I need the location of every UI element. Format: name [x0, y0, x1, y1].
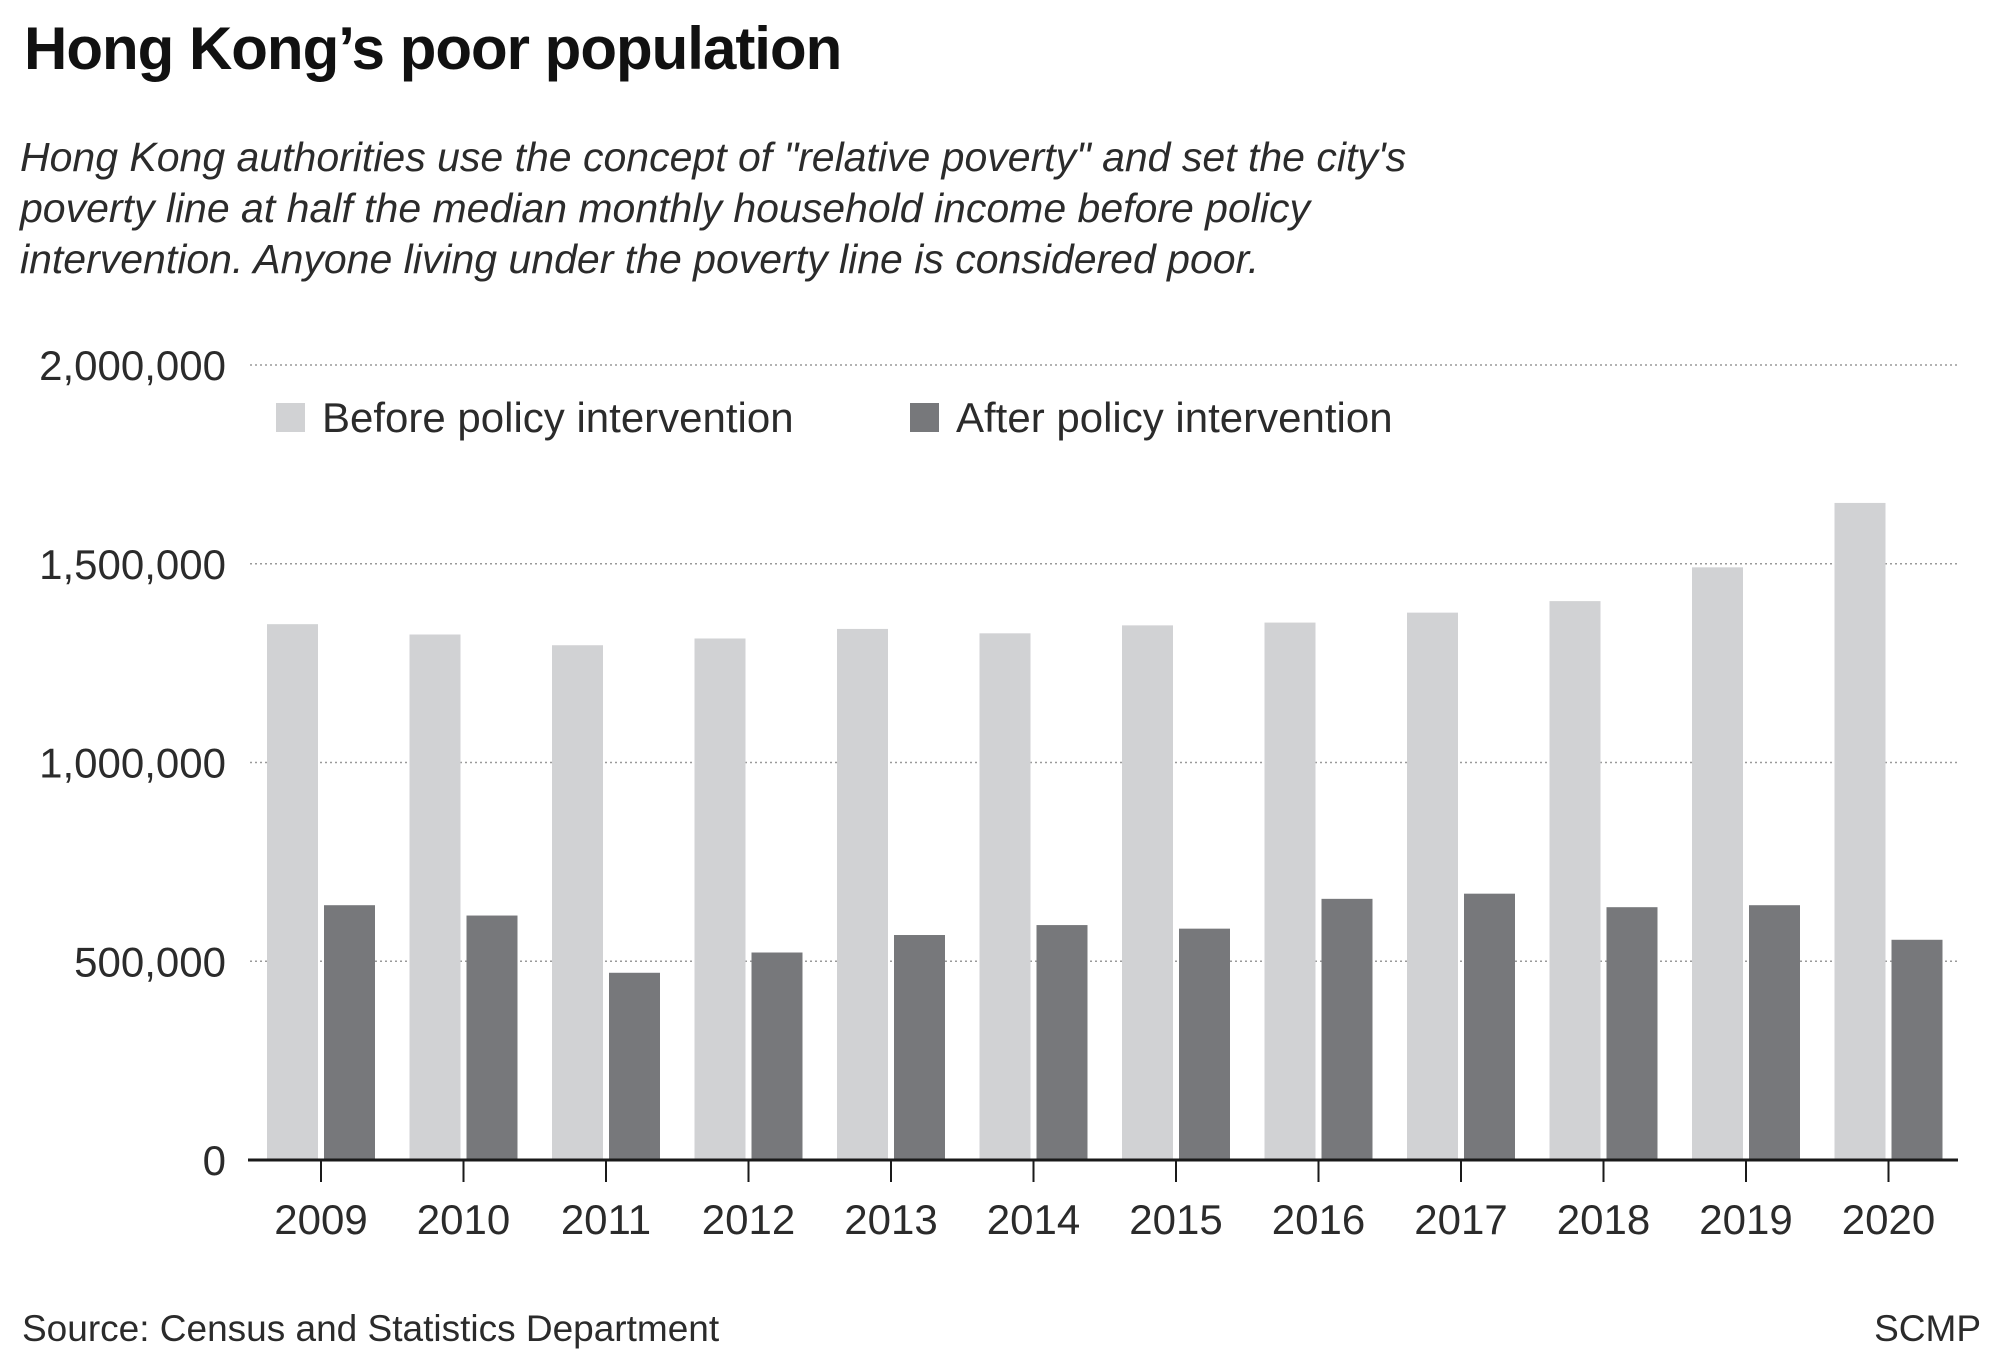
bar-before — [1264, 622, 1316, 1160]
x-tick-label: 2009 — [274, 1196, 367, 1243]
credit-note: SCMP — [1874, 1308, 1981, 1349]
bar-after — [609, 972, 660, 1160]
source-note: Source: Census and Statistics Department — [22, 1308, 720, 1349]
x-tick-label: 2010 — [417, 1196, 510, 1243]
bar-after — [1749, 905, 1800, 1160]
legend: Before policy intervention After policy i… — [276, 394, 1393, 441]
chart-title: Hong Kong’s poor population — [24, 15, 842, 82]
y-axis-ticks: 0 500,000 1,000,000 1,500,000 2,000,000 — [39, 342, 226, 1184]
legend-before-label: Before policy intervention — [322, 394, 794, 441]
x-tick-label: 2014 — [987, 1196, 1080, 1243]
bar-after — [324, 905, 375, 1160]
x-tick-label: 2020 — [1842, 1196, 1935, 1243]
legend-after-label: After policy intervention — [956, 394, 1393, 441]
y-tick-label: 1,500,000 — [39, 541, 226, 588]
bar-before — [1549, 601, 1601, 1160]
y-tick-label: 2,000,000 — [39, 342, 226, 389]
bar-after — [1036, 925, 1088, 1160]
bar-before — [267, 624, 318, 1160]
x-tick-label: 2012 — [702, 1196, 795, 1243]
bar-before — [837, 628, 888, 1160]
bar-after — [1179, 928, 1230, 1160]
bar-before — [1692, 567, 1743, 1160]
bar-before — [552, 645, 603, 1160]
bar-before — [1834, 502, 1886, 1160]
x-tick-label: 2017 — [1414, 1196, 1507, 1243]
x-tick-label: 2019 — [1699, 1196, 1792, 1243]
y-tick-label: 0 — [203, 1137, 226, 1184]
bar-after — [751, 952, 803, 1160]
bar-chart: 0 500,000 1,000,000 1,500,000 2,000,000 2009… — [39, 342, 1958, 1243]
x-axis: 2009 2010 2011 2012 2013 2014 2015 2016 2017 2018… — [248, 1158, 1958, 1243]
chart-subtitle: Hong Kong authorities use the concept of… — [20, 134, 1407, 282]
bar-before — [694, 638, 746, 1160]
x-tick-label: 2013 — [844, 1196, 937, 1243]
bar-before — [1407, 612, 1458, 1160]
x-tick-label: 2018 — [1557, 1196, 1650, 1243]
bars — [267, 502, 1943, 1160]
x-tick-label: 2011 — [561, 1196, 651, 1243]
bar-after — [1321, 898, 1373, 1160]
bar-after — [894, 935, 945, 1160]
bar-before — [1122, 625, 1173, 1160]
bar-after — [466, 915, 518, 1160]
bar-after — [1891, 939, 1943, 1160]
x-tick-label: 2015 — [1129, 1196, 1222, 1243]
bar-before — [409, 634, 461, 1160]
x-tick-label: 2016 — [1272, 1196, 1365, 1243]
legend-after-swatch — [910, 403, 939, 432]
y-tick-label: 500,000 — [74, 938, 226, 985]
legend-before-swatch — [276, 403, 305, 432]
y-tick-label: 1,000,000 — [39, 740, 226, 787]
bar-after — [1606, 907, 1658, 1160]
bar-before — [979, 633, 1031, 1160]
bar-after — [1464, 893, 1515, 1160]
